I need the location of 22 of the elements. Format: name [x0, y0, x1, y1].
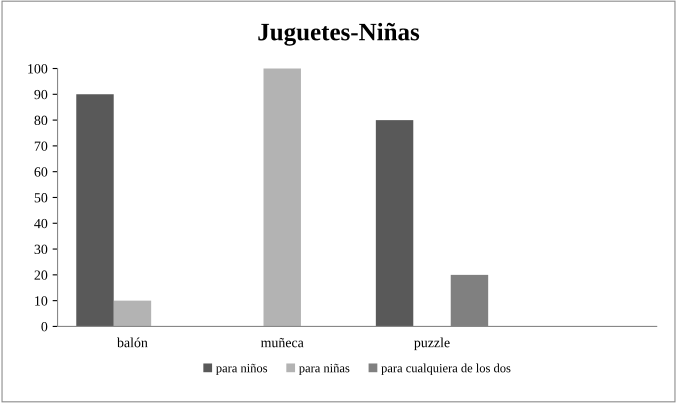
y-tick-label: 70	[34, 141, 48, 151]
bar	[114, 300, 152, 326]
y-tick-label: 90	[34, 90, 48, 100]
y-tick-label: 30	[34, 244, 48, 254]
y-tick-label: 20	[34, 270, 48, 280]
bar	[376, 120, 414, 326]
x-tick-label: balón	[117, 338, 148, 348]
y-tick-label: 50	[34, 193, 48, 202]
x-tick-label: muñeca	[260, 338, 304, 348]
y-tick-label: 60	[34, 167, 48, 177]
y-tick-label: 80	[34, 116, 48, 126]
y-tick-label: 40	[34, 218, 48, 228]
bar	[76, 94, 114, 326]
y-tick-label: 100	[28, 64, 48, 74]
y-tick-label: 0	[41, 322, 48, 332]
legend-label: para niños	[216, 364, 268, 375]
bar	[264, 68, 301, 326]
legend-label: para niñas	[299, 364, 350, 375]
x-tick-label: puzzle	[414, 338, 450, 350]
chart-title: Juguetes-Niñas	[258, 22, 420, 46]
legend-label: para cualquiera de los dos	[381, 364, 510, 375]
y-tick-label: 10	[35, 296, 48, 306]
